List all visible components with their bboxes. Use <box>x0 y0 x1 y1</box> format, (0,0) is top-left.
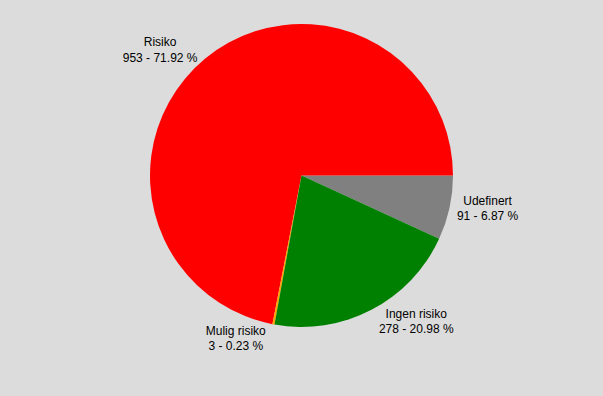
svg-text:Ingen risiko278 - 20.98 %: Ingen risiko278 - 20.98 % <box>379 307 454 337</box>
svg-text:Mulig risiko3 - 0.23 %: Mulig risiko3 - 0.23 % <box>206 324 266 354</box>
svg-text:Udefinert91 - 6.87 %: Udefinert91 - 6.87 % <box>457 194 519 224</box>
svg-text:Risiko953 - 71.92 %: Risiko953 - 71.92 % <box>123 35 198 65</box>
